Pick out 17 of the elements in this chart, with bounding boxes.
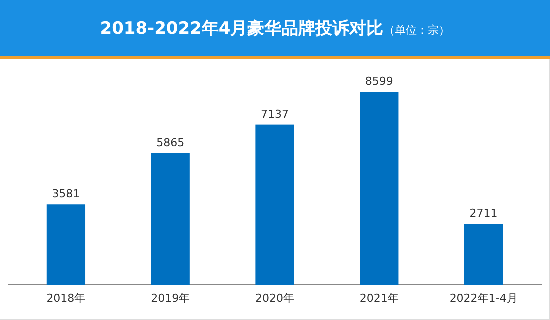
data-label: 5865 — [156, 136, 185, 150]
chart-subtitle: （单位：宗） — [384, 24, 450, 37]
bar — [151, 153, 190, 285]
x-tick-label: 2020年 — [256, 292, 294, 305]
x-tick-label: 2019年 — [151, 292, 190, 305]
bar — [360, 92, 399, 285]
data-label: 3581 — [52, 188, 80, 201]
chart-title: 2018-2022年4月豪华品牌投诉对比 — [100, 19, 384, 39]
bar — [46, 204, 86, 285]
bar — [464, 224, 504, 285]
data-label: 7137 — [261, 108, 289, 121]
x-tick-label: 2018年 — [46, 292, 86, 305]
x-tick-label: 2022年1-4月 — [450, 292, 518, 305]
data-label: 8599 — [365, 75, 394, 88]
data-label: 2711 — [470, 207, 498, 220]
bar — [256, 124, 294, 285]
x-tick-label: 2021年 — [360, 292, 399, 305]
